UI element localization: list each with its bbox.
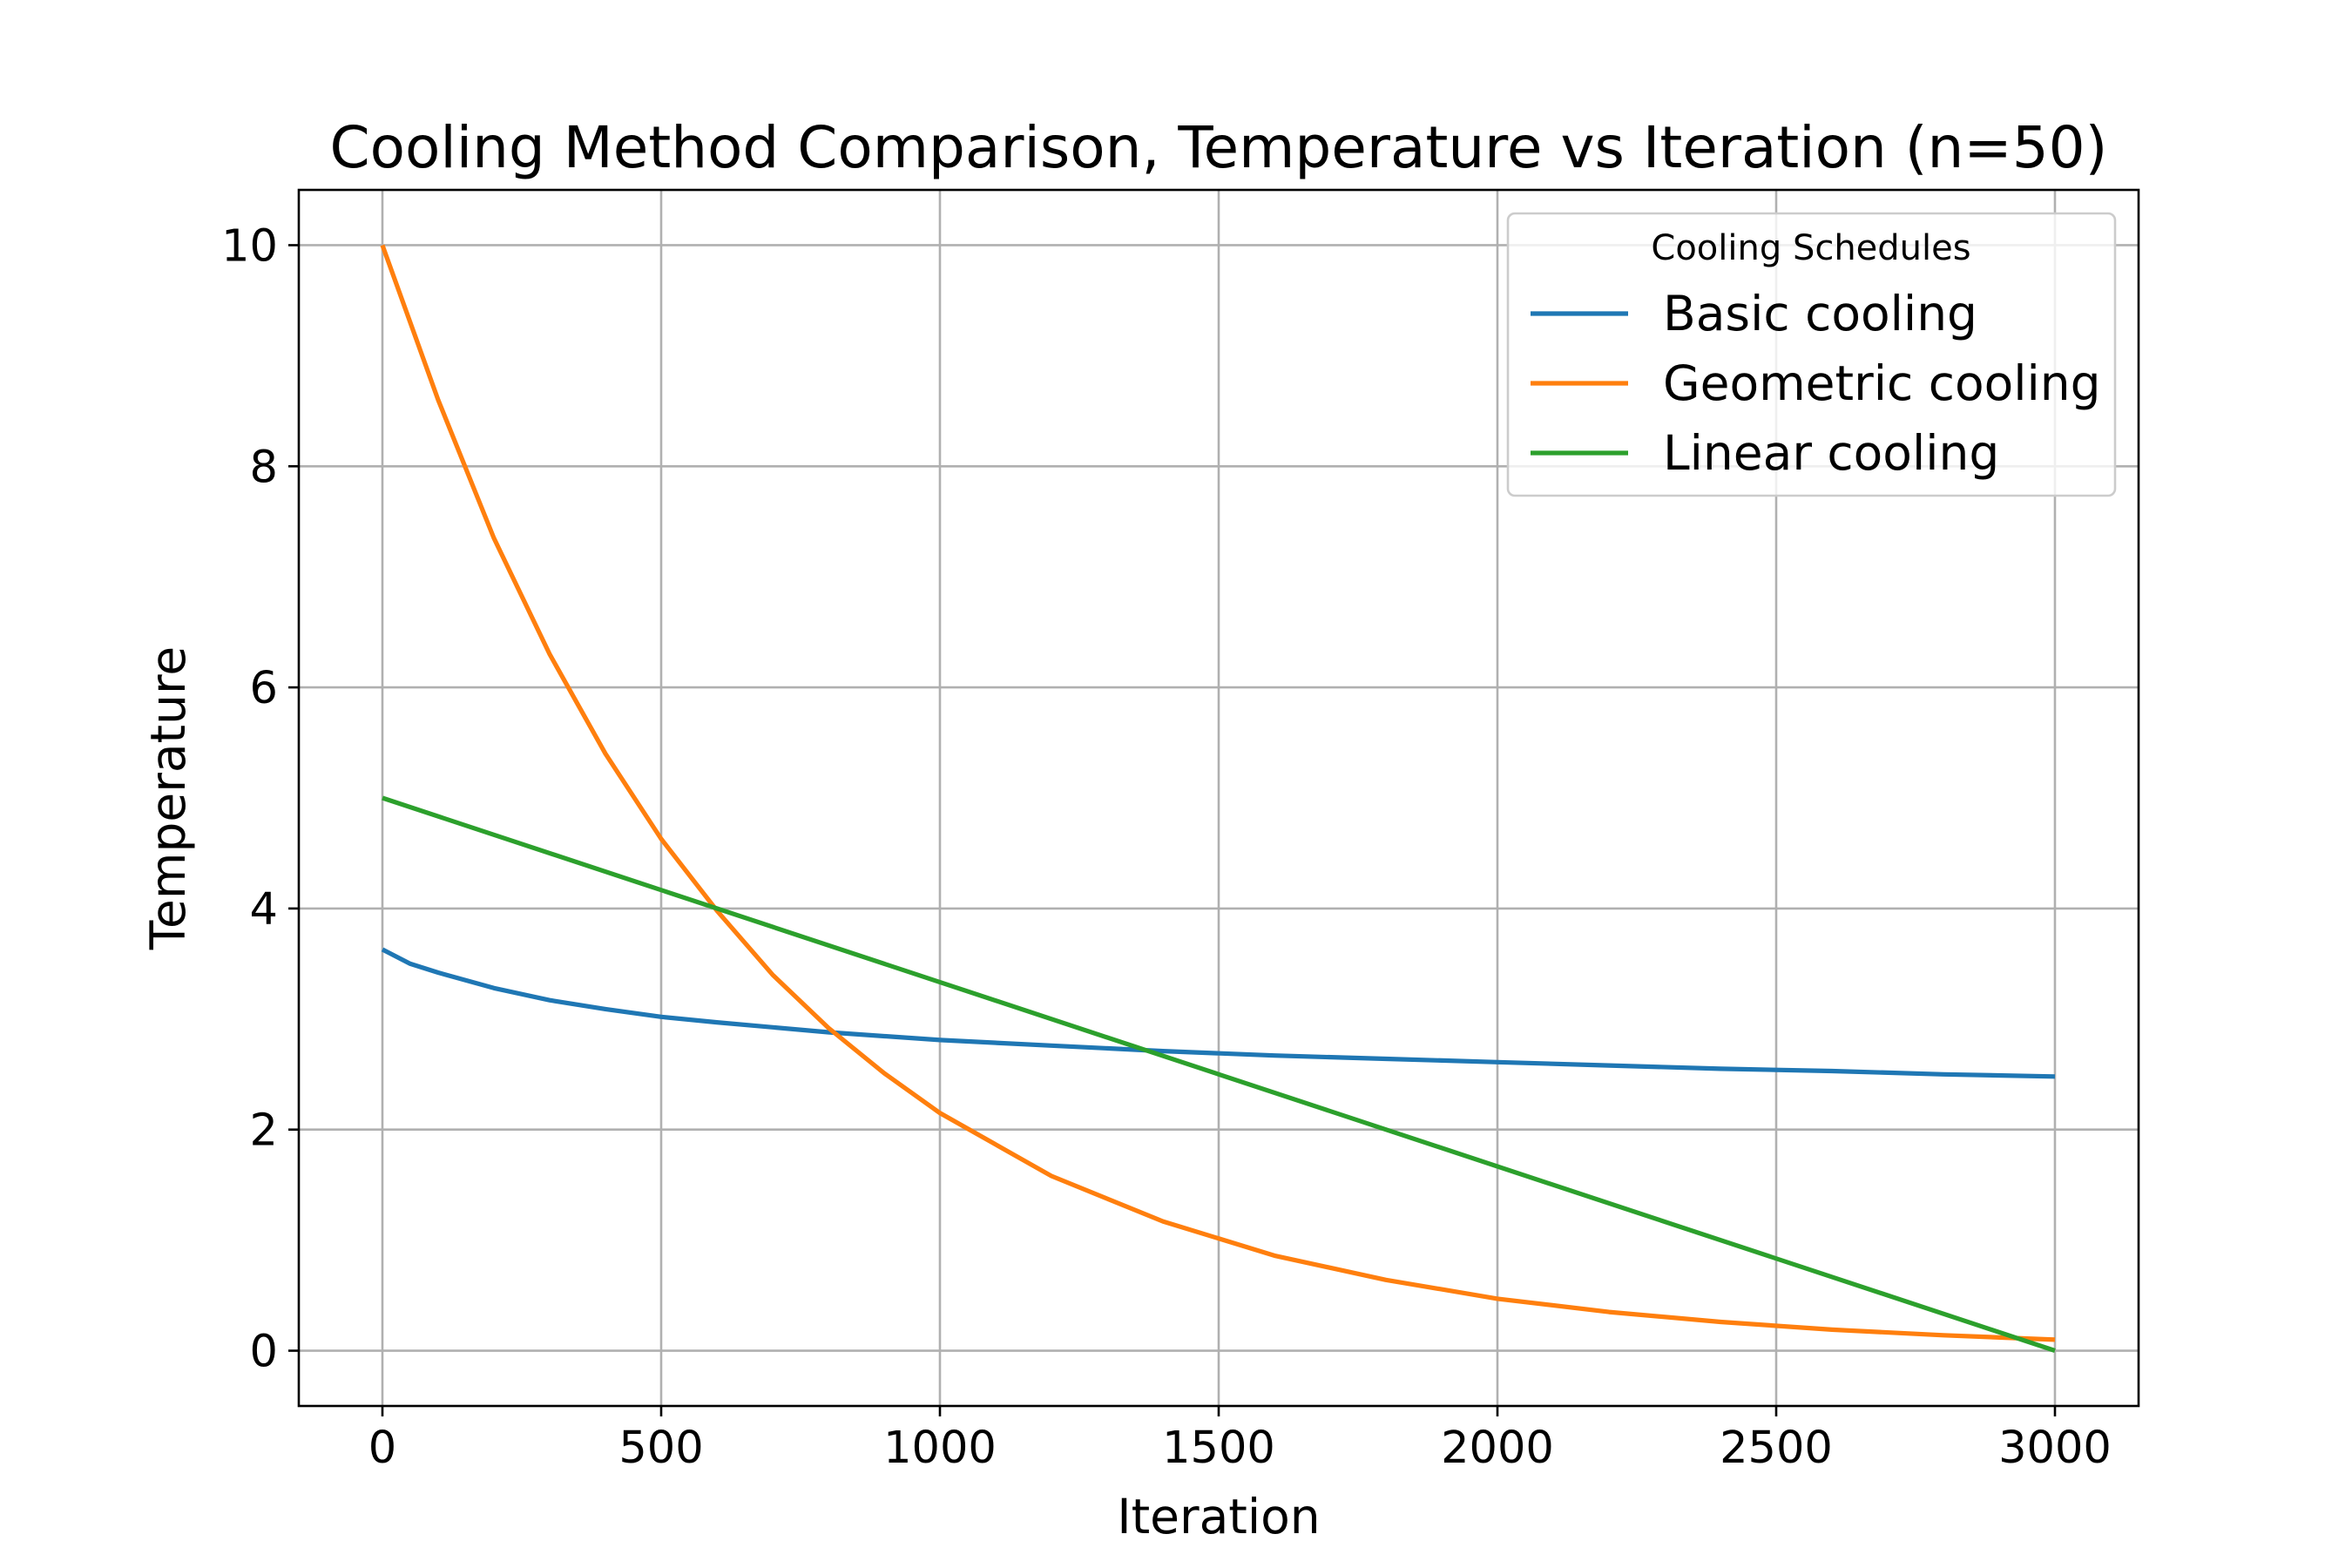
- x-tick-label: 0: [368, 1423, 396, 1474]
- y-tick-label: 6: [250, 663, 278, 714]
- linear-cooling-legend-label: Linear cooling: [1663, 425, 1999, 481]
- ticks: 0 500 1000 1500 2000 2500 3000 0 2 4 6 8 10: [221, 220, 2112, 1474]
- x-tick-label: 2000: [1441, 1423, 1554, 1474]
- y-tick-label: 8: [250, 442, 278, 493]
- legend: Cooling Schedules Basic cooling Geometric…: [1506, 212, 2117, 497]
- series-group: [380, 244, 2056, 1353]
- x-axis-title: Iteration: [1117, 1489, 1320, 1544]
- x-tick-label: 3000: [1998, 1423, 2112, 1474]
- y-axis-title: Temperature: [140, 646, 196, 950]
- geometric-cooling-line: [380, 244, 2056, 1342]
- x-tick-label: 1000: [883, 1423, 997, 1474]
- grid: [299, 190, 2139, 1406]
- geometric-cooling-legend-label: Geometric cooling: [1663, 355, 2101, 411]
- basic-cooling-legend-label: Basic cooling: [1663, 286, 1977, 341]
- x-tick-label: 2500: [1720, 1423, 1833, 1474]
- y-tick-label: 0: [250, 1327, 278, 1378]
- legend-entries: Basic cooling Geometric cooling Linear coo…: [1531, 286, 2101, 481]
- linear-cooling-line: [382, 795, 2056, 1353]
- legend-title: Cooling Schedules: [1651, 228, 1970, 268]
- legend-frame: [1506, 212, 2117, 497]
- x-tick-label: 1500: [1162, 1423, 1275, 1474]
- y-tick-label: 10: [221, 220, 278, 272]
- x-tick-label: 500: [618, 1423, 703, 1474]
- basic-cooling-line: [381, 947, 2056, 1079]
- chart-title: Cooling Method Comparison, Temperature v…: [330, 114, 2108, 181]
- y-tick-label: 4: [250, 884, 278, 936]
- y-tick-label: 2: [250, 1105, 278, 1157]
